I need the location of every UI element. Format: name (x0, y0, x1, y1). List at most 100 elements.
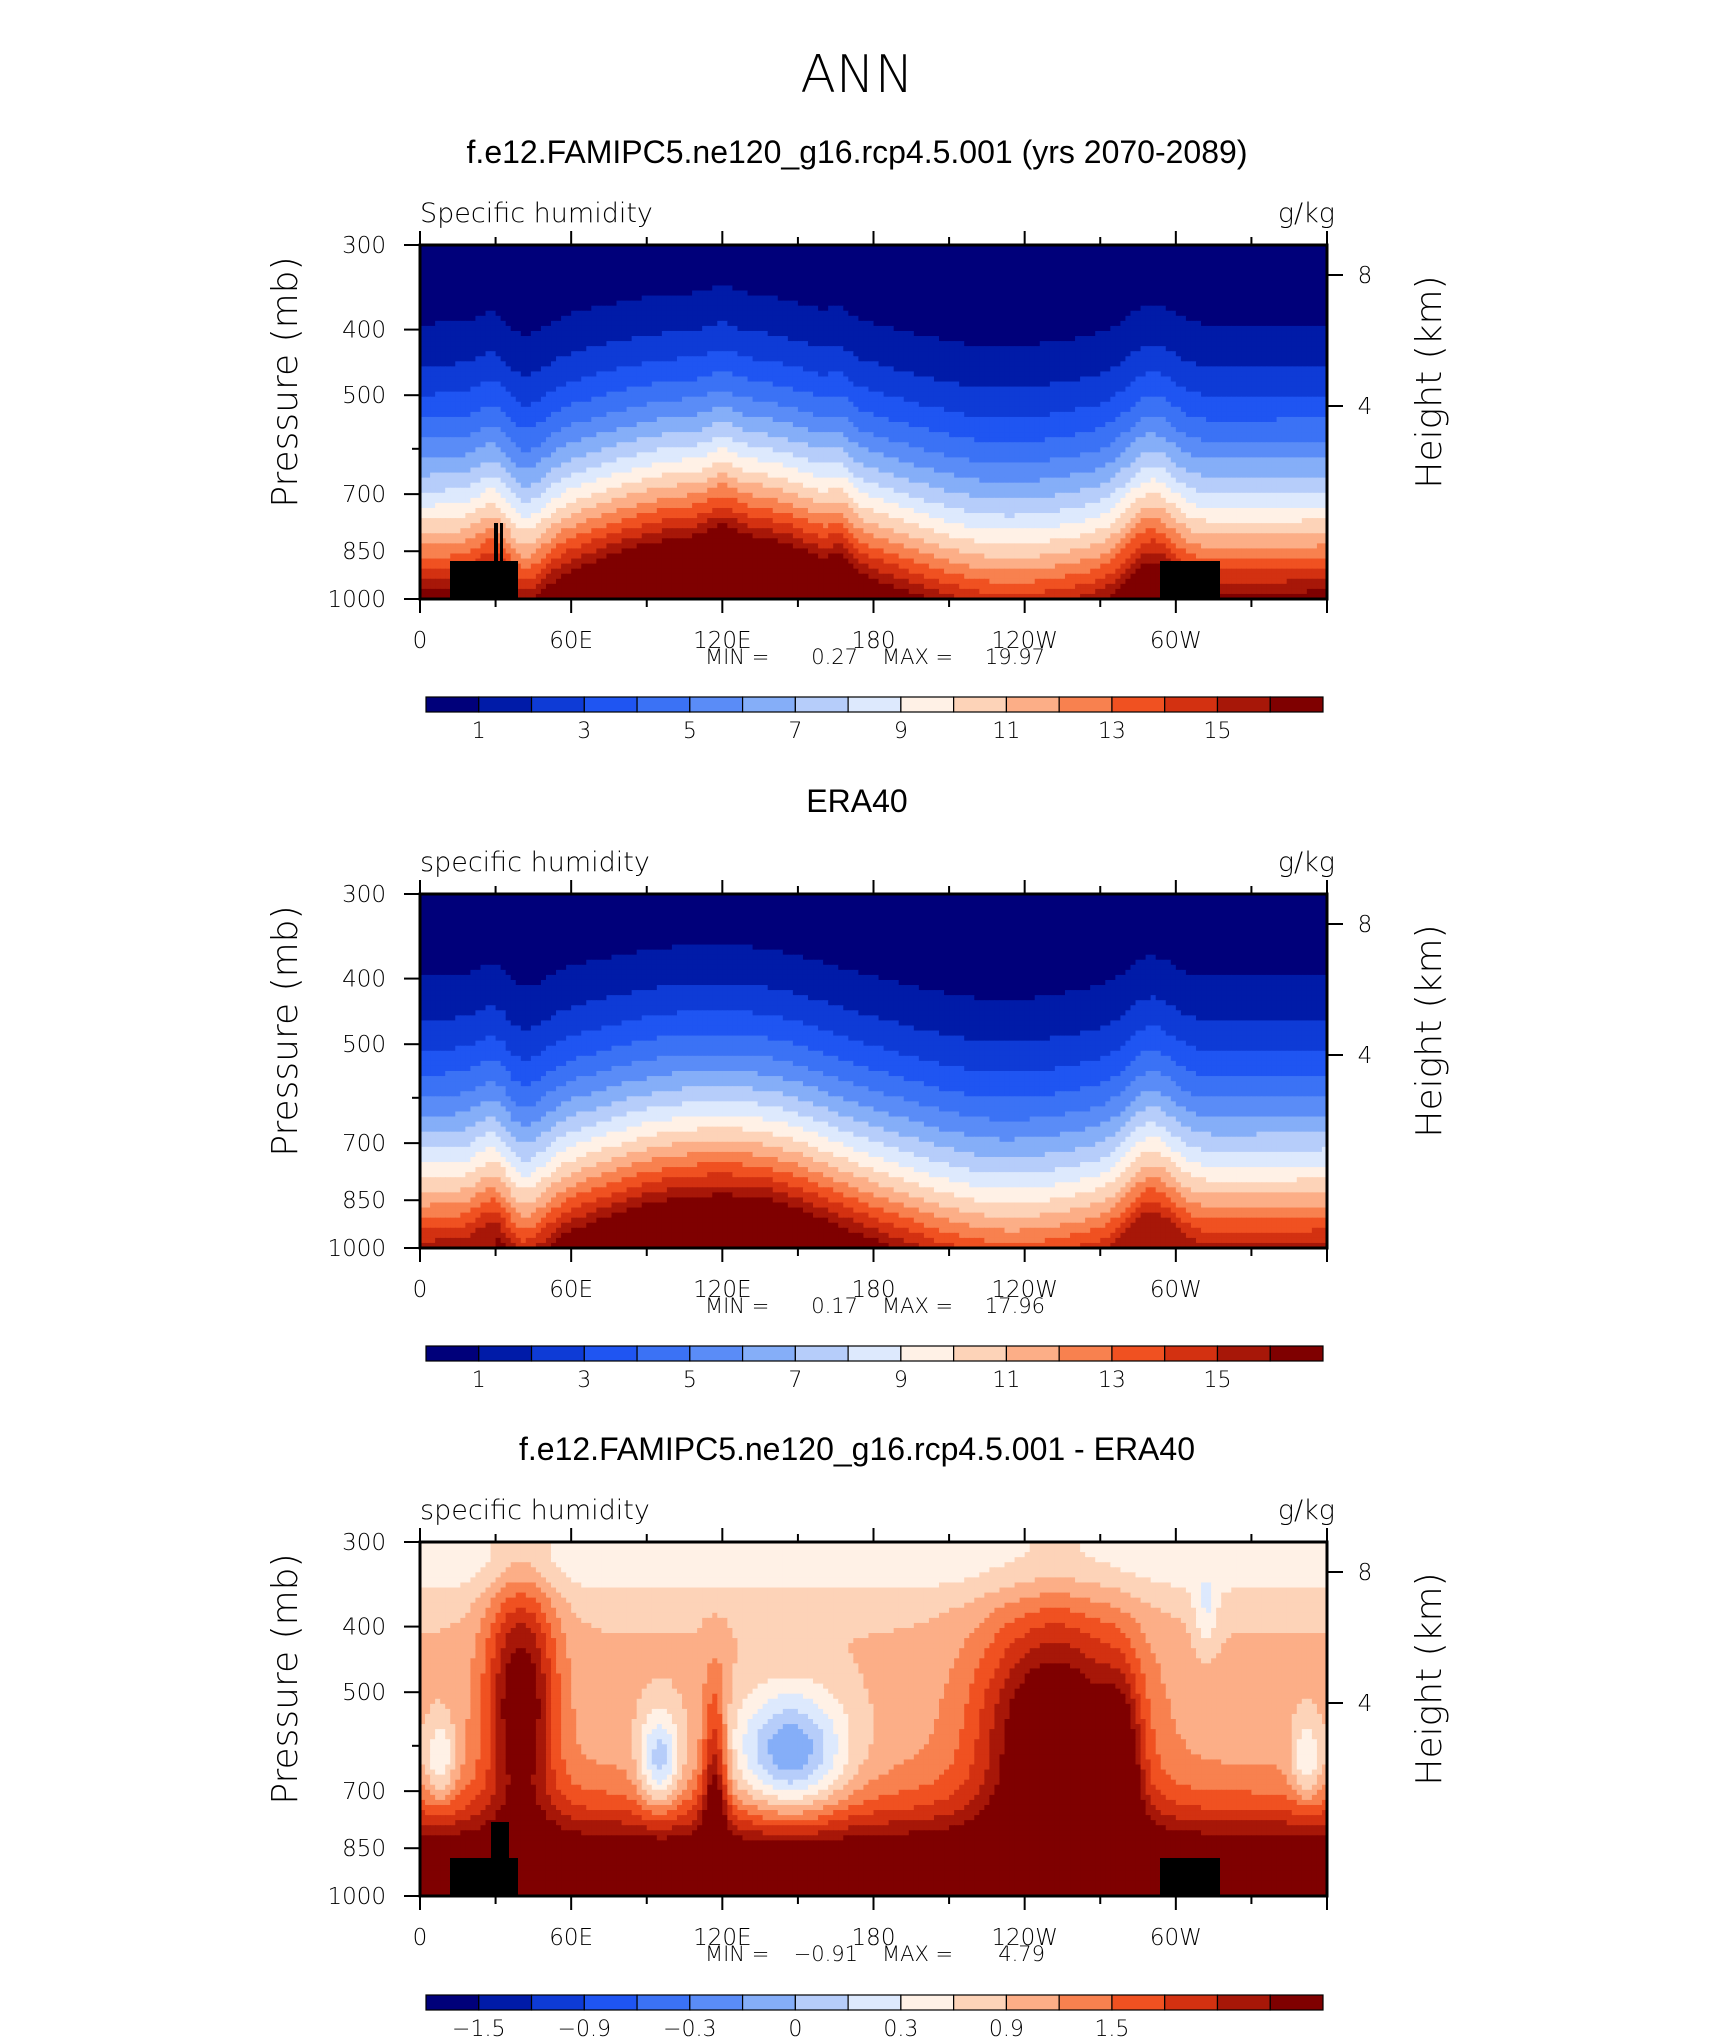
height-axis-title: Height (km) (1409, 924, 1450, 1137)
colorbar-box (901, 697, 954, 712)
colorbar-box (690, 697, 743, 712)
colorbar-tick-label: 3 (577, 1368, 591, 1393)
x-tick-label: 60W (1150, 628, 1202, 654)
colorbar-box (954, 1995, 1007, 2010)
colorbar-box (1112, 1995, 1165, 2010)
max-value: 19.97 (985, 645, 1045, 669)
page-title: ANN (800, 45, 913, 105)
topography-mask (494, 523, 498, 563)
x-tick-label: 60E (549, 1925, 593, 1951)
colorbar-tick-label: 9 (894, 719, 908, 744)
colorbar: 1 3 5 7 9 11 13 15 (426, 697, 1323, 744)
colorbar-box (637, 1995, 690, 2010)
y-tick-label: 700 (342, 1779, 386, 1805)
colorbar-box (795, 1995, 848, 2010)
height-tick-label: 4 (1358, 1043, 1373, 1069)
y-tick-label: 400 (342, 1615, 386, 1641)
colorbar-tick-label: 1.5 (1094, 2017, 1129, 2038)
colorbar-tick-label: 5 (683, 719, 697, 744)
chart-panel-1: f.e12.FAMIPC5.ne120_g16.rcp4.5.001 (yrs … (265, 134, 1450, 744)
max-value: 17.96 (985, 1294, 1045, 1318)
colorbar-tick-label: 0.3 (883, 2017, 918, 2038)
panel-title: f.e12.FAMIPC5.ne120_g16.rcp4.5.001 - ERA… (519, 1431, 1195, 1467)
colorbar-box (1165, 1346, 1218, 1361)
y-axis-title: Pressure (mb) (265, 905, 306, 1156)
panel-title: ERA40 (806, 783, 907, 819)
max-label: MAX = (882, 1942, 953, 1966)
colorbar-box (1165, 697, 1218, 712)
colorbar-tick-label: 11 (992, 1368, 1020, 1393)
x-tick-label: 0 (413, 628, 428, 654)
colorbar-tick-label: 0 (788, 2017, 802, 2038)
colorbar-box (1217, 1995, 1270, 2010)
min-label: MIN = (705, 1294, 769, 1318)
y-tick-label: 500 (342, 1032, 386, 1058)
colorbar-box (1006, 1995, 1059, 2010)
colorbar-tick-label: 15 (1203, 719, 1231, 744)
colorbar-box (584, 697, 637, 712)
colorbar-tick-label: −1.5 (452, 2017, 505, 2038)
topography-mask (450, 1858, 518, 1896)
colorbar-tick-label: 0.9 (989, 2017, 1024, 2038)
x-tick-label: 0 (413, 1277, 428, 1303)
y-tick-label: 700 (342, 1131, 386, 1157)
colorbar-box (584, 1346, 637, 1361)
y-tick-label: 400 (342, 318, 386, 344)
colorbar-box (848, 697, 901, 712)
units-label: g/kg (1278, 847, 1335, 878)
height-tick-label: 8 (1358, 912, 1373, 938)
colorbar-box (426, 1346, 479, 1361)
colorbar-box (1059, 697, 1112, 712)
colorbar-box (743, 1995, 796, 2010)
x-tick-label: 60E (549, 628, 593, 654)
max-label: MAX = (882, 645, 953, 669)
colorbar-box (743, 697, 796, 712)
min-value: 0.17 (811, 1294, 858, 1318)
colorbar-box (848, 1995, 901, 2010)
colorbar: 1 3 5 7 9 11 13 15 (426, 1346, 1323, 1393)
y-axis-title: Pressure (mb) (265, 256, 306, 507)
colorbar-tick-label: 7 (788, 719, 802, 744)
height-tick-label: 4 (1358, 1691, 1373, 1717)
y-tick-label: 300 (342, 882, 386, 908)
contour-field (420, 1542, 1328, 1897)
colorbar-box (1270, 1995, 1323, 2010)
colorbar-box (795, 1346, 848, 1361)
height-tick-label: 4 (1358, 394, 1373, 420)
colorbar-box (1112, 697, 1165, 712)
y-tick-label: 850 (342, 1188, 386, 1214)
colorbar-tick-label: 5 (683, 1368, 697, 1393)
colorbar-box (532, 1995, 585, 2010)
colorbar-box (637, 697, 690, 712)
topography-mask (491, 1822, 509, 1860)
variable-label: Specific humidity (420, 198, 653, 229)
colorbar-tick-label: 15 (1203, 1368, 1231, 1393)
colorbar-box (532, 1346, 585, 1361)
min-value: −0.91 (794, 1942, 858, 1966)
colorbar-box (532, 697, 585, 712)
colorbar-box (479, 1995, 532, 2010)
colorbar-box (479, 1346, 532, 1361)
height-tick-label: 8 (1358, 263, 1373, 289)
colorbar-box (1059, 1995, 1112, 2010)
y-tick-label: 400 (342, 967, 386, 993)
y-tick-label: 300 (342, 1530, 386, 1556)
contour-field (420, 245, 1328, 600)
colorbar-box (901, 1346, 954, 1361)
x-tick-label: 60W (1150, 1925, 1202, 1951)
y-tick-label: 1000 (327, 1236, 386, 1262)
max-label: MAX = (882, 1294, 953, 1318)
colorbar-box (743, 1346, 796, 1361)
height-axis-title: Height (km) (1409, 1572, 1450, 1785)
colorbar-box (795, 697, 848, 712)
colorbar-box (1217, 1346, 1270, 1361)
colorbar-box (954, 697, 1007, 712)
chart-panel-3: f.e12.FAMIPC5.ne120_g16.rcp4.5.001 - ERA… (265, 1431, 1450, 2038)
colorbar-tick-label: 3 (577, 719, 591, 744)
x-tick-label: 0 (413, 1925, 428, 1951)
colorbar-box (1006, 1346, 1059, 1361)
units-label: g/kg (1278, 198, 1335, 229)
topography-mask (450, 561, 518, 599)
